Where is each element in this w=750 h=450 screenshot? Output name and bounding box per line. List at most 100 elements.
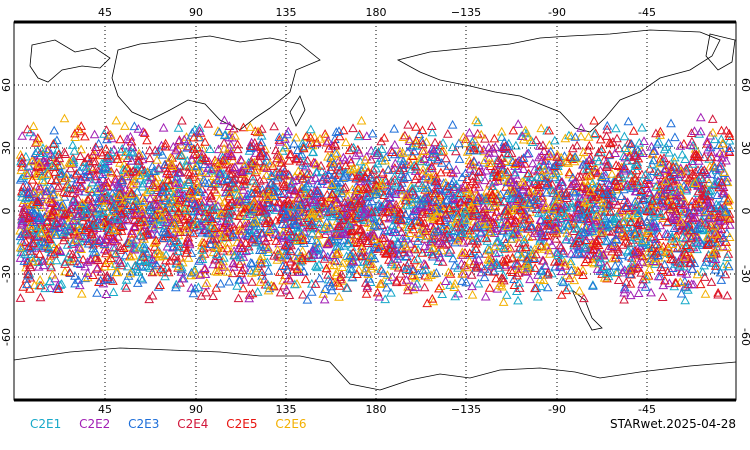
coast-eurasia bbox=[29, 35, 321, 131]
triangle-icon bbox=[191, 149, 202, 158]
triangle-icon bbox=[105, 274, 116, 284]
triangle-icon bbox=[347, 264, 357, 273]
triangle-icon bbox=[462, 262, 472, 272]
triangle-icon bbox=[237, 265, 248, 274]
triangle-icon bbox=[87, 202, 98, 212]
triangle-icon bbox=[215, 278, 226, 288]
triangle-icon bbox=[411, 121, 421, 131]
triangle-icon bbox=[330, 176, 341, 186]
triangle-icon bbox=[255, 175, 265, 185]
triangle-icon bbox=[579, 293, 589, 303]
triangle-icon bbox=[310, 279, 321, 288]
triangle-icon bbox=[388, 232, 399, 242]
triangle-icon bbox=[473, 278, 484, 288]
triangle-icon bbox=[108, 242, 119, 252]
triangle-icon bbox=[208, 233, 218, 243]
triangle-icon bbox=[338, 257, 348, 267]
triangle-icon bbox=[419, 258, 429, 268]
triangle-icon bbox=[619, 165, 629, 175]
triangle-icon bbox=[501, 182, 511, 191]
triangle-icon bbox=[261, 155, 272, 165]
triangle-icon bbox=[208, 291, 218, 300]
triangle-icon bbox=[347, 225, 358, 235]
triangle-icon bbox=[117, 198, 128, 208]
triangle-icon bbox=[565, 152, 576, 161]
triangle-icon bbox=[16, 235, 27, 245]
triangle-icon bbox=[32, 137, 42, 146]
triangle-icon bbox=[544, 249, 555, 258]
triangle-icon bbox=[706, 237, 717, 247]
triangle-icon bbox=[118, 243, 129, 252]
triangle-icon bbox=[192, 202, 202, 211]
triangle-icon bbox=[582, 249, 593, 259]
triangle-icon bbox=[473, 254, 484, 264]
triangle-icon bbox=[484, 259, 495, 269]
triangle-icon bbox=[228, 182, 239, 191]
triangle-icon bbox=[538, 198, 548, 207]
triangle-icon bbox=[94, 208, 105, 218]
triangle-icon bbox=[313, 229, 323, 239]
triangle-icon bbox=[283, 273, 294, 283]
triangle-icon bbox=[31, 241, 42, 251]
triangle-icon bbox=[23, 160, 34, 170]
triangle-icon bbox=[18, 208, 29, 218]
triangle-icon bbox=[697, 174, 708, 184]
triangle-icon bbox=[656, 262, 666, 272]
triangle-icon bbox=[430, 137, 440, 147]
triangle-icon bbox=[671, 278, 681, 287]
triangle-icon bbox=[314, 273, 325, 283]
triangle-icon bbox=[74, 241, 84, 251]
triangle-icon bbox=[213, 160, 223, 170]
triangle-icon bbox=[47, 269, 58, 279]
triangle-icon bbox=[288, 176, 299, 186]
triangle-icon bbox=[213, 201, 223, 210]
triangle-icon bbox=[404, 216, 414, 225]
triangle-icon bbox=[314, 237, 324, 247]
triangle-icon bbox=[126, 226, 137, 235]
triangle-icon bbox=[666, 118, 676, 128]
triangle-icon bbox=[278, 181, 289, 190]
triangle-icon bbox=[419, 154, 430, 164]
triangle-icon bbox=[480, 175, 490, 185]
triangle-icon bbox=[131, 196, 141, 205]
triangle-icon bbox=[98, 219, 109, 229]
triangle-icon bbox=[669, 169, 679, 178]
triangle-icon bbox=[300, 274, 311, 284]
triangle-icon bbox=[308, 246, 319, 256]
triangle-icon bbox=[151, 199, 161, 209]
triangle-icon bbox=[135, 273, 146, 282]
triangle-icon bbox=[92, 252, 102, 261]
triangle-icon bbox=[710, 254, 721, 263]
triangle-icon bbox=[351, 213, 362, 223]
triangle-icon bbox=[681, 240, 692, 249]
triangle-icon bbox=[144, 294, 155, 304]
triangle-icon bbox=[219, 137, 229, 147]
triangle-icon bbox=[90, 171, 101, 181]
triangle-icon bbox=[223, 173, 234, 183]
triangle-icon bbox=[371, 185, 381, 195]
triangle-icon bbox=[52, 182, 63, 192]
triangle-icon bbox=[715, 161, 726, 171]
triangle-icon bbox=[657, 157, 668, 167]
triangle-icon bbox=[309, 205, 320, 215]
triangle-icon bbox=[506, 265, 516, 274]
triangle-icon bbox=[320, 129, 330, 138]
triangle-icon bbox=[524, 213, 535, 223]
triangle-icon bbox=[201, 278, 212, 287]
triangle-icon bbox=[699, 272, 710, 281]
triangle-icon bbox=[547, 204, 558, 213]
triangle-icon bbox=[289, 252, 300, 262]
triangle-icon bbox=[320, 197, 330, 207]
triangle-icon bbox=[121, 283, 132, 292]
triangle-icon bbox=[305, 169, 316, 179]
triangle-icon bbox=[17, 243, 27, 253]
triangle-icon bbox=[403, 119, 413, 129]
triangle-icon bbox=[538, 275, 549, 284]
triangle-icon bbox=[163, 267, 174, 277]
triangle-icon bbox=[639, 136, 649, 145]
triangle-icon bbox=[240, 203, 250, 213]
triangle-icon bbox=[683, 227, 694, 237]
triangle-icon bbox=[612, 133, 622, 143]
triangle-icon bbox=[563, 219, 573, 229]
triangle-icon bbox=[182, 245, 192, 254]
